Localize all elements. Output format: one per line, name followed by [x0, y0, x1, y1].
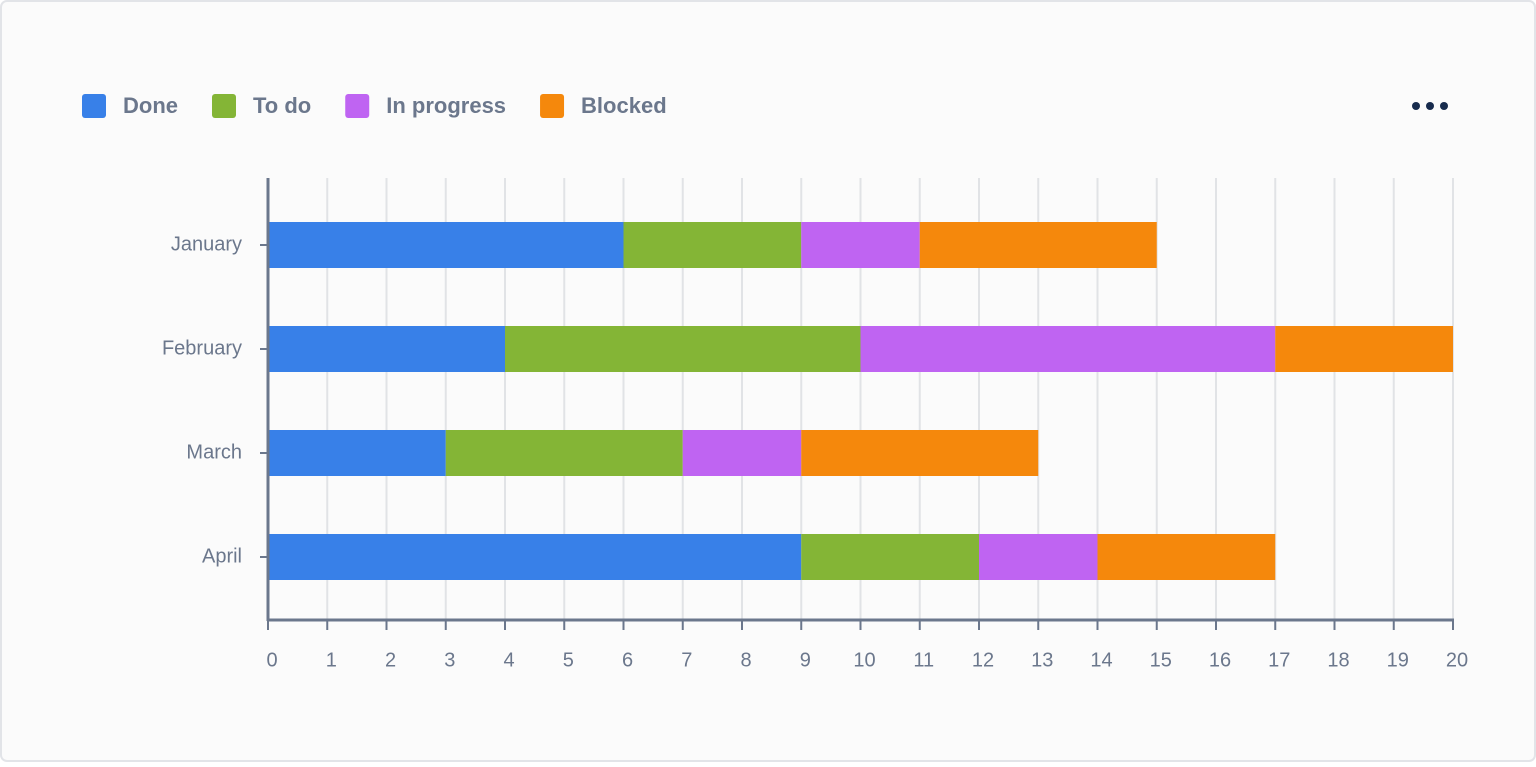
bar-segment	[445, 430, 683, 476]
bar-segment	[801, 534, 979, 580]
bar-segment	[919, 222, 1157, 268]
bar-segment	[682, 430, 802, 476]
x-tick-label: 20	[1446, 649, 1468, 671]
x-tick-label: 7	[681, 649, 692, 671]
menu-dot	[1426, 102, 1434, 110]
menu-dot	[1412, 102, 1420, 110]
legend-swatch	[82, 94, 106, 118]
bar-segment	[979, 534, 1098, 580]
x-tick-label: 4	[503, 649, 514, 671]
x-tick-label: 5	[563, 649, 574, 671]
x-tick-label: 2	[385, 649, 396, 671]
x-tick-label: 6	[622, 649, 633, 671]
legend-swatch	[212, 94, 236, 118]
more-menu[interactable]	[1412, 102, 1448, 110]
x-tick-label: 17	[1268, 649, 1290, 671]
bar-segment	[505, 326, 861, 372]
x-tick-label: 10	[853, 649, 875, 671]
y-tick-label: January	[171, 233, 242, 255]
x-tick-label: 13	[1031, 649, 1053, 671]
bar-segment	[1097, 534, 1276, 580]
bar-segment	[801, 430, 1039, 476]
bar-segment	[623, 222, 802, 268]
x-tick-label: 9	[800, 649, 811, 671]
x-tick-label: 11	[913, 649, 934, 671]
x-tick-label: 18	[1327, 649, 1349, 671]
y-tick-label: April	[202, 545, 242, 567]
x-tick-label: 1	[326, 649, 337, 671]
legend-label: In progress	[386, 93, 506, 118]
bar-segment	[268, 534, 802, 580]
x-tick-label: 14	[1090, 649, 1112, 671]
x-tick-label: 16	[1209, 649, 1231, 671]
bar-segment	[268, 222, 624, 268]
legend-label: Done	[123, 93, 178, 118]
y-tick-label: February	[162, 337, 242, 359]
x-tick-label: 19	[1387, 649, 1409, 671]
bar-segment	[268, 326, 505, 372]
x-tick-label: 15	[1150, 649, 1172, 671]
legend-swatch	[345, 94, 370, 118]
legend-label: To do	[253, 93, 311, 118]
x-tick-label: 12	[972, 649, 994, 671]
bar-segment	[860, 326, 1276, 372]
x-tick-label: 3	[444, 649, 455, 671]
legend-swatch	[540, 94, 565, 118]
bar-segment	[801, 222, 920, 268]
x-tick-label: 0	[266, 649, 277, 671]
bar-segment	[1275, 326, 1453, 372]
bar-segment	[268, 430, 446, 476]
y-tick-label: March	[186, 441, 242, 463]
x-tick-label: 8	[740, 649, 751, 671]
menu-dot	[1440, 102, 1448, 110]
legend-label: Blocked	[581, 93, 667, 118]
